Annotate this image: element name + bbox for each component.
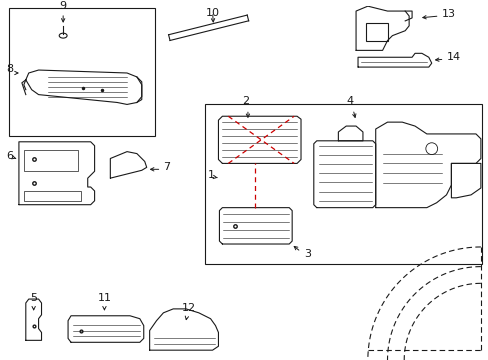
Text: 12: 12: [182, 303, 196, 313]
Bar: [204, 104, 481, 264]
Text: 4: 4: [346, 96, 353, 107]
Text: 10: 10: [205, 8, 219, 18]
Text: 5: 5: [30, 293, 37, 303]
Bar: [24, 191, 81, 201]
Bar: [9, 8, 154, 136]
Text: 3: 3: [304, 249, 310, 259]
Text: 9: 9: [60, 1, 66, 11]
Bar: [24, 150, 78, 171]
Text: 13: 13: [441, 9, 455, 19]
Text: 6: 6: [6, 150, 13, 161]
Text: 8: 8: [6, 64, 13, 74]
Text: 14: 14: [446, 52, 460, 62]
Text: 2: 2: [242, 96, 249, 107]
Text: 11: 11: [97, 293, 111, 303]
Bar: [365, 23, 386, 41]
Text: 7: 7: [163, 162, 170, 172]
Text: 1: 1: [207, 170, 214, 180]
